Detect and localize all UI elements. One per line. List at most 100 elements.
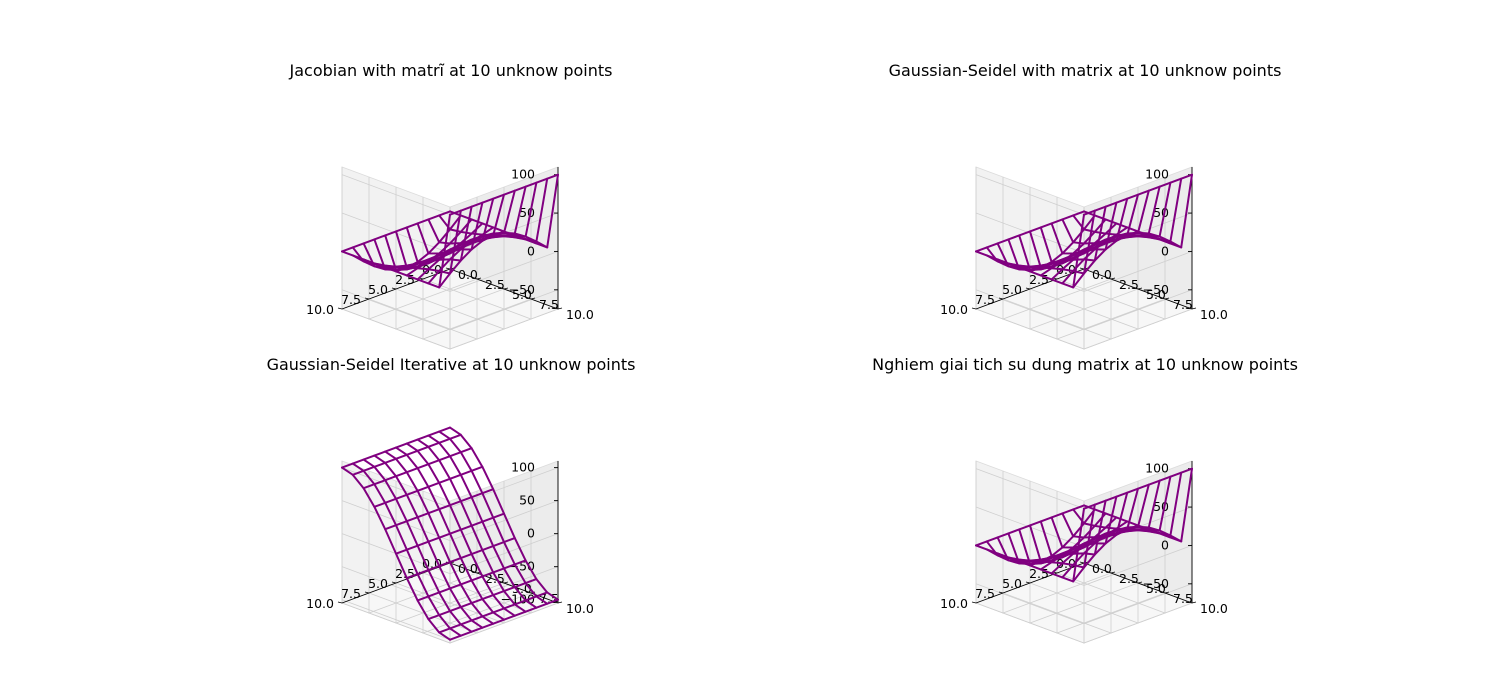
x-tick-mark [364,297,370,300]
x-tick-label: 7.5 [341,586,361,601]
x-tick-label: 5.0 [1002,282,1022,297]
wireframe-column [1050,479,1161,549]
subplot-title: Gaussian-Seidel with matrix at 10 unknow… [889,61,1282,80]
wireframe-column [405,442,516,617]
y-tick-mark [1110,277,1116,280]
y-tick-label: 2.5 [1119,571,1139,586]
wireframe-column [351,462,462,637]
z-tick-label: 100 [1145,461,1169,476]
x-tick-mark [445,267,451,270]
wireframe-column [975,213,1085,289]
wireframe-column [438,430,549,605]
y-tick-mark [476,277,482,280]
x-tick-label: 10.0 [940,596,968,611]
x-tick-mark [971,601,977,604]
y-tick-label: 2.5 [1119,277,1139,292]
y-tick-label: 2.5 [485,277,505,292]
z-tick-label: 50 [519,493,535,508]
gridline-z [341,533,559,575]
y-tick-label: 7.5 [1173,297,1193,312]
x-tick-mark [364,591,370,594]
y-tick-label: 2.5 [485,571,505,586]
x-tick-mark [998,591,1004,594]
y-tick-label: 0.0 [1092,561,1112,576]
wireframe-column [975,507,1085,583]
x-tick-mark [1079,267,1085,270]
axes-3d: 0.02.55.07.510.00.02.55.07.510.0100500−5… [940,460,1228,644]
wireframe-column [1050,185,1161,255]
y-tick-mark [1191,601,1197,604]
axes-3d: 0.02.55.07.510.00.02.55.07.510.0100500−5… [306,426,594,644]
y-tick-label: 7.5 [1173,591,1193,606]
z-tick-label: −50 [1143,576,1169,591]
y-tick-label: 10.0 [1200,307,1228,322]
x-tick-label: 7.5 [341,292,361,307]
x-tick-label: 7.5 [975,292,995,307]
subplot-analytical-solution: Nghiem giai tich su dung matrix at 10 un… [872,355,1298,644]
wireframe-column [341,213,451,289]
wireframe-column [362,458,473,633]
z-tick-label: 0 [527,243,535,258]
z-tick-label: 0 [1161,243,1169,258]
z-tick-label: −100 [501,592,535,607]
z-tick-label: 0 [1161,537,1169,552]
x-tick-label: 10.0 [306,302,334,317]
x-tick-mark [971,307,977,310]
y-tick-mark [1137,287,1143,290]
y-tick-label: 0.0 [1092,267,1112,282]
y-tick-label: 5.0 [1146,287,1166,302]
x-tick-mark [1079,561,1085,564]
y-tick-label: 0.0 [458,267,478,282]
gridline-z [341,289,559,331]
z-tick-label: 100 [511,167,535,182]
wireframe-column [449,426,559,601]
y-tick-mark [1164,297,1170,300]
y-tick-mark [557,307,563,310]
x-tick-mark [391,581,397,584]
x-tick-mark [1025,581,1031,584]
y-tick-mark [503,581,509,584]
wireframe-column [373,454,484,629]
y-tick-mark [1191,307,1197,310]
z-tick-label: 100 [1145,167,1169,182]
x-tick-mark [1025,287,1031,290]
x-tick-label: 7.5 [975,586,995,601]
x-tick-mark [337,307,343,310]
gridline-z [975,289,1193,331]
y-tick-mark [1110,571,1116,574]
axes-3d: 0.02.55.07.510.00.02.55.07.510.0100500−5… [940,166,1228,350]
z-tick-label: −50 [1143,282,1169,297]
gridline-z [341,566,559,608]
z-tick-label: −50 [509,559,535,574]
y-tick-mark [557,601,563,604]
y-tick-mark [503,287,509,290]
y-tick-mark [1164,591,1170,594]
z-tick-label: 100 [511,460,535,475]
x-tick-label: 5.0 [368,282,388,297]
y-tick-mark [1137,581,1143,584]
y-tick-label: 5.0 [1146,581,1166,596]
x-tick-label: 10.0 [940,302,968,317]
wireframe-column [416,438,527,613]
y-tick-label: 10.0 [566,601,594,616]
y-tick-label: 10.0 [1200,601,1228,616]
x-tick-mark [998,297,1004,300]
wireframe-column [395,446,505,621]
subplot-gauss-seidel-matrix: Gaussian-Seidel with matrix at 10 unknow… [889,61,1282,350]
wireframe-column [416,185,527,255]
y-tick-label: 10.0 [566,307,594,322]
axes-3d: 0.02.55.07.510.00.02.55.07.510.0100500−5… [306,166,594,350]
wireframe-column [427,434,538,609]
x-tick-label: 10.0 [306,596,334,611]
z-tick-label: −50 [509,282,535,297]
y-tick-label: 5.0 [512,287,532,302]
gridline-z [975,583,1193,625]
subplot-title: Gaussian-Seidel Iterative at 10 unknow p… [267,355,636,374]
y-tick-mark [530,297,536,300]
wireframe-column [384,450,495,625]
subplot-title: Jacobian with matrĩ at 10 unknow points [289,61,613,80]
x-tick-mark [337,601,343,604]
subplot-jacobian: Jacobian with matrĩ at 10 unknow points … [289,61,613,350]
z-tick-label: 0 [527,526,535,541]
